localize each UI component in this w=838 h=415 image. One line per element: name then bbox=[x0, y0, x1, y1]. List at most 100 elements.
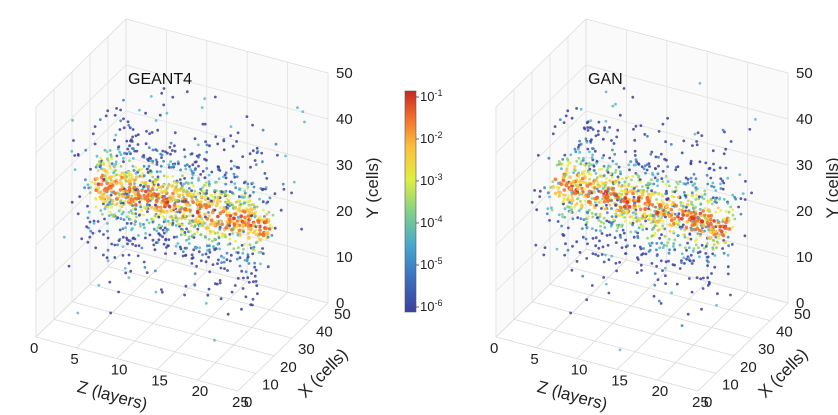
data-point bbox=[673, 238, 677, 242]
grid-line bbox=[549, 283, 753, 339]
data-point bbox=[172, 235, 176, 239]
data-point bbox=[580, 181, 584, 185]
data-point bbox=[664, 182, 668, 186]
data-point bbox=[661, 169, 665, 173]
data-point bbox=[95, 176, 99, 181]
data-point bbox=[656, 214, 660, 218]
data-point bbox=[124, 226, 127, 230]
data-point bbox=[716, 206, 720, 210]
data-point bbox=[184, 284, 188, 288]
data-point bbox=[721, 232, 725, 237]
data-point bbox=[677, 234, 680, 237]
data-point bbox=[143, 266, 147, 269]
data-point bbox=[685, 213, 689, 217]
data-point bbox=[116, 147, 120, 151]
data-point bbox=[255, 284, 259, 287]
data-point bbox=[611, 159, 615, 163]
data-point bbox=[141, 197, 145, 201]
data-point bbox=[218, 169, 222, 172]
data-point bbox=[643, 214, 647, 218]
data-point bbox=[593, 149, 597, 153]
data-point bbox=[739, 212, 743, 216]
data-point bbox=[680, 259, 683, 262]
data-point bbox=[723, 240, 728, 245]
data-point bbox=[177, 222, 181, 226]
data-point bbox=[611, 220, 615, 224]
data-point bbox=[95, 154, 99, 158]
data-point bbox=[543, 186, 546, 190]
grid-line bbox=[585, 64, 789, 120]
data-point bbox=[196, 143, 200, 147]
data-point bbox=[146, 184, 150, 189]
pane-back bbox=[126, 19, 328, 303]
data-point bbox=[248, 210, 252, 215]
data-point bbox=[706, 214, 711, 218]
data-point bbox=[623, 180, 627, 184]
data-point bbox=[608, 203, 612, 207]
grid-line bbox=[35, 64, 127, 154]
pane-left bbox=[36, 19, 126, 337]
data-point bbox=[641, 228, 645, 232]
grid-line bbox=[495, 336, 699, 392]
data-point bbox=[108, 210, 112, 214]
data-point bbox=[215, 180, 219, 184]
data-point bbox=[190, 262, 194, 265]
data-point bbox=[637, 205, 641, 208]
data-point bbox=[282, 187, 286, 191]
data-point bbox=[99, 164, 102, 168]
data-point bbox=[240, 269, 244, 273]
data-point bbox=[128, 126, 132, 130]
data-point bbox=[578, 193, 581, 197]
data-point bbox=[169, 196, 173, 200]
data-point bbox=[606, 198, 610, 202]
data-point bbox=[680, 217, 684, 221]
data-point bbox=[130, 138, 133, 142]
data-point bbox=[193, 224, 197, 228]
data-point bbox=[673, 248, 677, 252]
data-point bbox=[159, 212, 163, 216]
y-axis-label: Y (cells) bbox=[363, 157, 382, 218]
data-point bbox=[106, 248, 110, 252]
data-point bbox=[655, 248, 658, 252]
data-point bbox=[634, 198, 637, 202]
data-point bbox=[574, 169, 577, 172]
data-point bbox=[533, 189, 536, 192]
data-point bbox=[711, 252, 715, 256]
data-point bbox=[102, 168, 106, 172]
data-point bbox=[103, 217, 106, 221]
data-point bbox=[238, 188, 242, 191]
data-point bbox=[596, 180, 600, 184]
data-point bbox=[105, 150, 109, 154]
data-point bbox=[118, 173, 121, 177]
data-point bbox=[690, 191, 694, 195]
data-point bbox=[124, 271, 128, 275]
data-point bbox=[213, 338, 216, 342]
data-point bbox=[697, 197, 701, 201]
data-point bbox=[207, 180, 211, 184]
data-point bbox=[235, 140, 239, 143]
data-point bbox=[177, 205, 181, 208]
data-point bbox=[151, 238, 155, 242]
data-point bbox=[650, 203, 655, 207]
data-point bbox=[586, 126, 590, 129]
data-point bbox=[634, 208, 638, 212]
data-point bbox=[713, 265, 717, 269]
data-point bbox=[666, 116, 669, 120]
data-point bbox=[629, 189, 633, 193]
data-point bbox=[205, 150, 209, 154]
data-point bbox=[195, 264, 199, 268]
data-point bbox=[575, 260, 579, 263]
data-point bbox=[240, 243, 244, 247]
data-point bbox=[190, 253, 194, 257]
grid-line bbox=[35, 202, 127, 292]
data-point bbox=[547, 156, 551, 160]
data-point bbox=[722, 181, 726, 185]
data-point bbox=[636, 234, 639, 238]
data-point bbox=[639, 247, 643, 251]
data-point bbox=[127, 211, 131, 214]
data-point bbox=[604, 181, 607, 184]
data-point bbox=[671, 263, 675, 266]
data-point bbox=[241, 155, 245, 159]
data-point bbox=[235, 219, 240, 223]
data-point bbox=[183, 217, 187, 221]
